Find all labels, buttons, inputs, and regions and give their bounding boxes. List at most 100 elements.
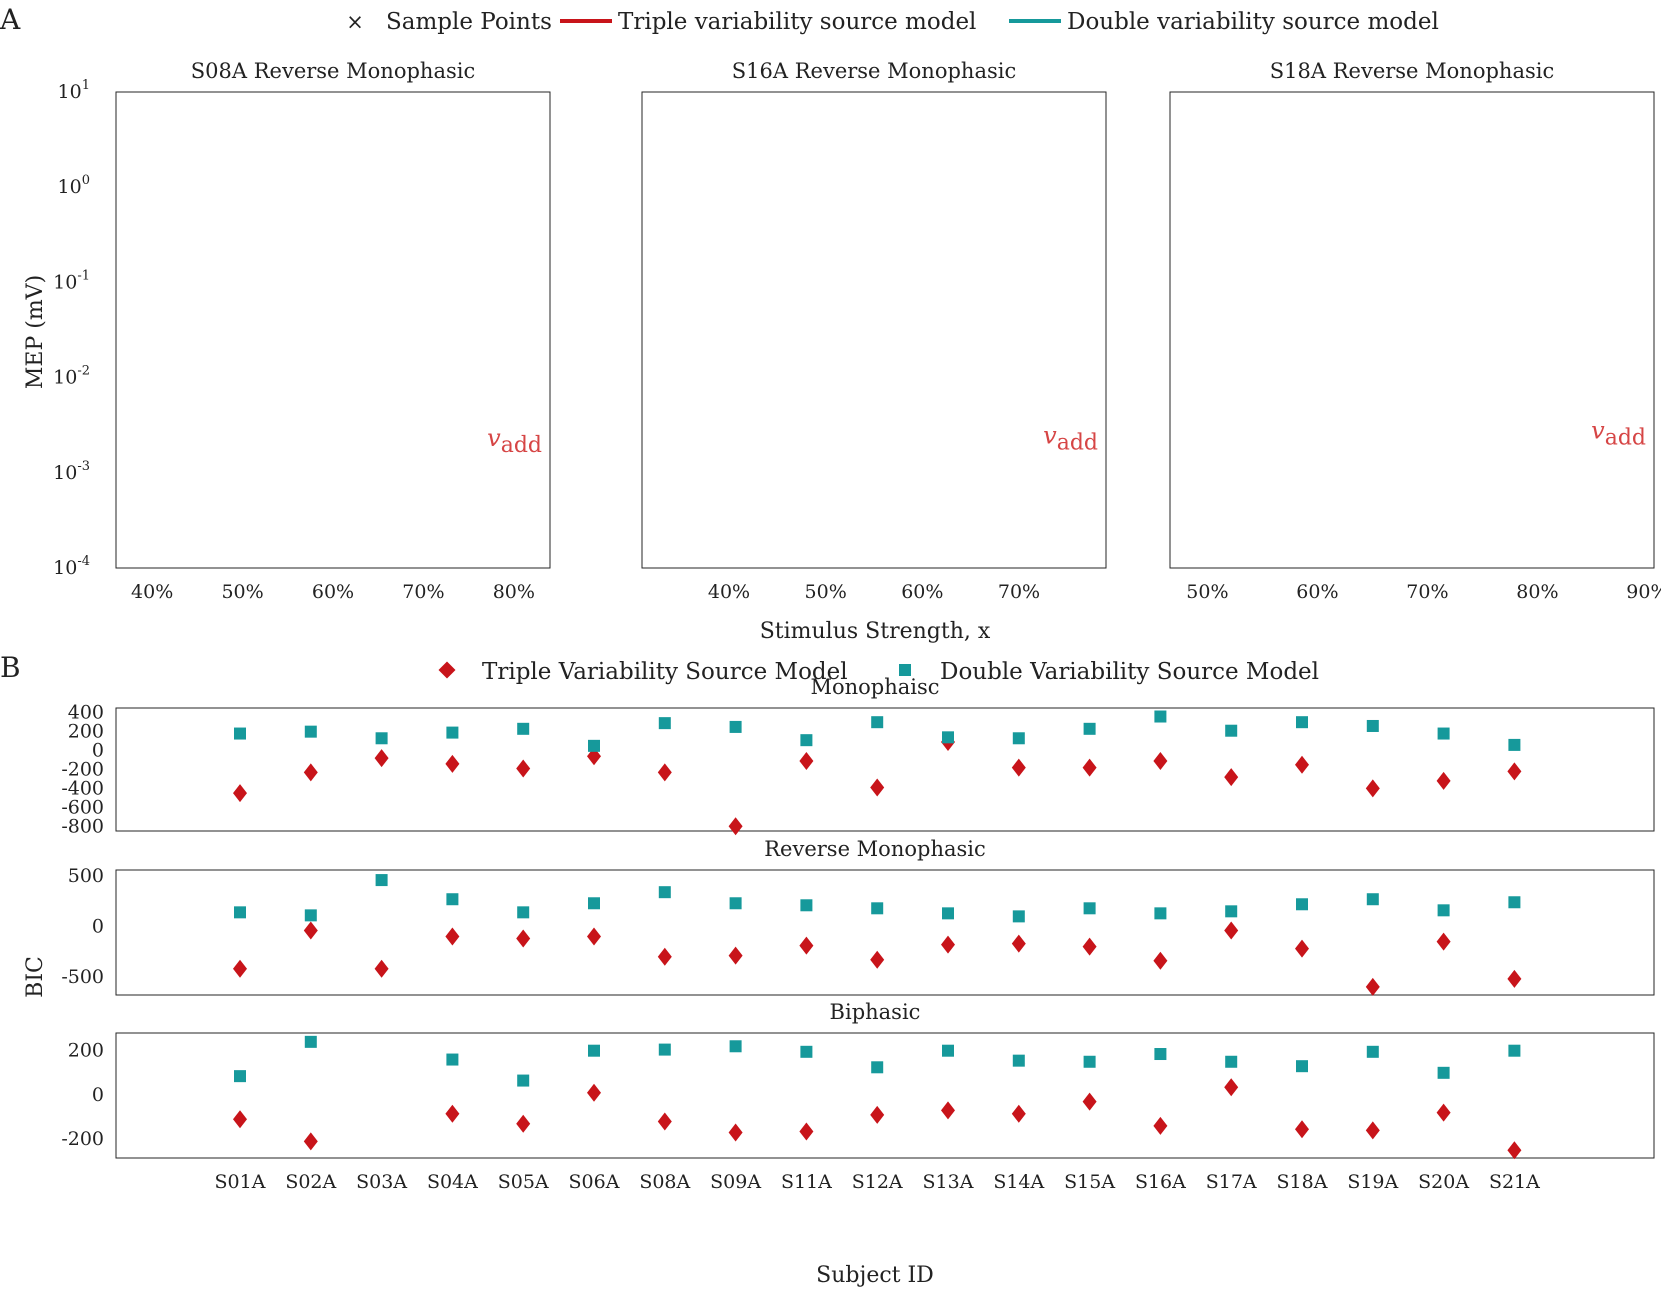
- double-bic-marker: [942, 907, 954, 920]
- double-bic-marker: [588, 1044, 600, 1057]
- y-tick-label: -400: [61, 777, 104, 799]
- triple-bic-marker: [941, 935, 955, 954]
- double-bic-marker: [1083, 902, 1096, 915]
- y-tick-label: 400: [68, 702, 104, 724]
- legend-triple-label: Triple variability source model: [618, 9, 976, 35]
- triple-bic-marker: [1082, 937, 1097, 956]
- subject-tick-label: S11A: [781, 1171, 832, 1193]
- vadd-label: vadd: [1043, 421, 1098, 455]
- double-bic-marker: [304, 1035, 317, 1048]
- double-bic-marker: [1012, 1054, 1025, 1067]
- triple-bic-marker: [374, 749, 389, 768]
- bic-plot-3: 200 0 -200 Biphasic S01A S02A S03A S04A S05A S06A…: [61, 1000, 1655, 1193]
- triple-bic-marker: [1011, 934, 1026, 953]
- triple-bic-marker: [1153, 751, 1168, 770]
- triple-bic-marker: [1153, 1116, 1168, 1135]
- subject-tick-label: S20A: [1418, 1171, 1469, 1193]
- subject-tick-label: S02A: [285, 1171, 336, 1193]
- triple-bic-marker: [870, 778, 885, 797]
- y-tick-label: 10-4: [53, 554, 90, 579]
- triple-bic-marker: [799, 1122, 814, 1141]
- triple-bic-marker: [870, 950, 885, 969]
- subject-tick-label: S08A: [639, 1171, 690, 1193]
- legend-sample-marker: ×: [346, 10, 364, 34]
- triple-bic-marker: [374, 959, 389, 978]
- plot-title: Reverse Monophasic: [764, 837, 986, 861]
- triple-bic-marker: [1436, 932, 1451, 951]
- double-bic-marker: [1508, 738, 1521, 751]
- double-bic-marker: [304, 725, 317, 738]
- triple-bic-marker: [1011, 1104, 1026, 1123]
- triple-bic-marker: [728, 817, 743, 836]
- x-tick-label: 60%: [901, 581, 943, 603]
- y-tick-label: 0: [92, 1084, 104, 1106]
- triple-bic-marker: [1153, 951, 1168, 970]
- x-tick-label: 80%: [493, 581, 535, 603]
- triple-bic-marker: [728, 1123, 743, 1142]
- double-bic-marker: [1366, 1045, 1379, 1058]
- double-bic-marker: [1437, 904, 1450, 917]
- subject-tick-label: S14A: [993, 1171, 1044, 1193]
- legend-sample-label: Sample Points: [386, 9, 552, 35]
- bic-plot-2: 500 0 -500 Reverse Monophasic: [61, 837, 1655, 996]
- double-bic-marker: [1296, 898, 1308, 911]
- double-bic-marker: [234, 727, 246, 740]
- subject-tick-label: S15A: [1064, 1171, 1115, 1193]
- y-tick-label: 200: [68, 1040, 104, 1062]
- double-bic-marker: [1508, 1044, 1521, 1057]
- triple-bic-marker: [728, 946, 743, 965]
- double-bic-marker: [942, 731, 954, 744]
- legend-double-label: Double variability source model: [1067, 9, 1439, 35]
- double-bic-marker: [588, 739, 600, 752]
- legend-a: × Sample Points Triple variability sourc…: [346, 9, 1439, 35]
- double-bic-marker: [871, 902, 884, 915]
- y-tick-label: 0: [92, 915, 104, 937]
- double-bic-marker: [800, 899, 813, 912]
- plot-frame: [115, 91, 551, 569]
- plot-frame: [115, 1032, 1655, 1159]
- subject-tick-label: S09A: [710, 1171, 761, 1193]
- double-bic-marker: [517, 722, 530, 735]
- legend-triple-marker: [438, 661, 456, 679]
- triple-bic-marker: [233, 1110, 247, 1129]
- x-tick-label: 40%: [708, 581, 750, 603]
- vadd-label: vadd: [487, 424, 542, 458]
- triple-bic-marker: [587, 1083, 601, 1102]
- panel-label-b: B: [0, 651, 21, 684]
- double-bic-marker: [375, 732, 388, 745]
- double-bic-marker: [1012, 910, 1025, 923]
- x-tick-label: 50%: [805, 581, 847, 603]
- plot-title: S18A Reverse Monophasic: [1270, 59, 1554, 83]
- triple-bic-marker: [516, 759, 531, 778]
- double-bic-marker: [588, 897, 600, 910]
- triple-bic-marker: [1365, 779, 1380, 798]
- panel-a-y-label: MEP (mV): [23, 275, 48, 389]
- double-bic-marker: [517, 906, 530, 919]
- y-tick-label: 200: [68, 721, 104, 743]
- triple-bic-marker: [1224, 921, 1239, 940]
- x-tick-label: 80%: [1516, 581, 1558, 603]
- triple-bic-marker: [1365, 1121, 1380, 1140]
- triple-bic-marker: [587, 927, 601, 946]
- triple-bic-marker: [657, 763, 672, 782]
- subject-tick-label: S06A: [569, 1171, 620, 1193]
- triple-bic-marker: [303, 763, 318, 782]
- x-tick-label: 90%: [1626, 581, 1661, 603]
- plot-frame: [115, 707, 1655, 832]
- double-bic-marker: [234, 906, 246, 919]
- double-bic-marker: [871, 1061, 884, 1074]
- legend-double-marker: [899, 664, 911, 676]
- triple-bic-marker: [1507, 1141, 1522, 1160]
- triple-bic-marker: [941, 1101, 955, 1120]
- triple-bic-marker: [233, 784, 247, 803]
- subject-tick-label: S01A: [215, 1171, 266, 1193]
- subject-tick-label: S19A: [1347, 1171, 1398, 1193]
- double-bic-marker: [658, 886, 671, 899]
- subject-tick-label: S21A: [1489, 1171, 1540, 1193]
- double-bic-marker: [517, 1074, 530, 1087]
- triple-bic-marker: [303, 1132, 318, 1151]
- recruitment-plot-1: vadd S08A Reverse Monophasic 40% 50% 60% 70% 8…: [53, 59, 551, 603]
- double-bic-marker: [446, 893, 459, 906]
- triple-bic-marker: [1011, 758, 1026, 777]
- triple-bic-marker: [799, 936, 814, 955]
